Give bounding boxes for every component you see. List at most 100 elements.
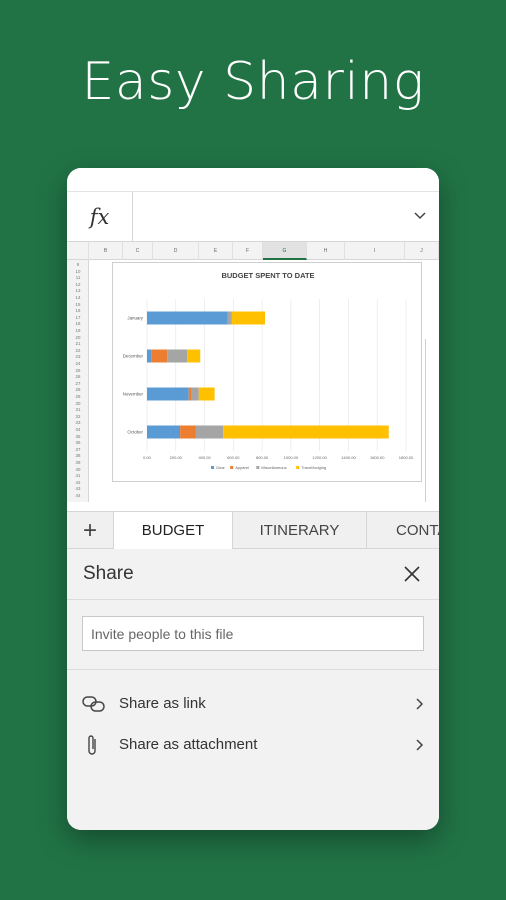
- row-header[interactable]: 9: [76, 262, 80, 267]
- share-as-link-row[interactable]: Share as link: [67, 684, 439, 724]
- bar-segment: [227, 311, 232, 325]
- bar-segment: [187, 349, 201, 363]
- row-header[interactable]: 39: [75, 460, 81, 465]
- share-as-attachment-row[interactable]: Share as attachment: [67, 725, 439, 765]
- invite-input[interactable]: [82, 616, 424, 651]
- row-header[interactable]: 25: [75, 367, 81, 373]
- x-tick-label: 1200.00: [312, 455, 327, 460]
- row-header[interactable]: 33: [75, 420, 81, 426]
- tab-budget[interactable]: BUDGET: [113, 512, 232, 549]
- row-header[interactable]: 40: [75, 466, 81, 472]
- column-header[interactable]: C: [123, 242, 153, 260]
- row-header[interactable]: 44: [75, 493, 81, 498]
- formula-input[interactable]: [133, 192, 439, 242]
- share-header: Share: [67, 549, 439, 600]
- share-panel: Share Share as link Share as attachment: [67, 549, 439, 830]
- column-header[interactable]: H: [307, 242, 345, 260]
- row-header[interactable]: 29: [75, 394, 81, 399]
- row-header[interactable]: 41: [75, 473, 81, 479]
- row-header[interactable]: 24: [75, 361, 81, 366]
- headline: Easy Sharing: [81, 52, 425, 112]
- bar-segment: [231, 311, 265, 325]
- row-header[interactable]: 31: [75, 407, 81, 413]
- bar-segment: [147, 425, 181, 439]
- row-header[interactable]: 15: [75, 301, 81, 307]
- x-tick-label: 1400.00: [341, 455, 356, 460]
- share-as-link-label: Share as link: [119, 695, 206, 712]
- bar-segment: [147, 387, 189, 401]
- x-tick-label: 1600.00: [370, 455, 385, 460]
- row-header[interactable]: 36: [75, 440, 81, 446]
- bar-segment: [191, 387, 199, 401]
- bar-segment: [151, 349, 168, 363]
- row-header[interactable]: 42: [75, 479, 81, 485]
- row-header[interactable]: 27: [75, 380, 81, 386]
- row-header[interactable]: 14: [75, 295, 81, 300]
- close-icon[interactable]: [403, 565, 421, 583]
- invite-section: [67, 600, 439, 670]
- column-header[interactable]: B: [89, 242, 123, 260]
- column-header[interactable]: F: [233, 242, 263, 260]
- legend-label: Travel/lodging: [301, 465, 326, 470]
- column-header[interactable]: J: [405, 242, 439, 260]
- row-header[interactable]: 34: [75, 427, 81, 432]
- row-header[interactable]: 11: [75, 275, 81, 281]
- row-header[interactable]: 20: [75, 334, 81, 340]
- tab-contacts[interactable]: CONTA: [366, 512, 439, 549]
- legend-label: Gear: [216, 465, 226, 470]
- column-header[interactable]: E: [199, 242, 233, 260]
- chart-svg: BUDGET SPENT TO DATE 0.00 200.00 400.00 600.…: [123, 271, 414, 470]
- adjacent-chart: [425, 339, 439, 502]
- row-header[interactable]: 32: [75, 413, 81, 419]
- tab-itinerary[interactable]: ITINERARY: [232, 512, 366, 549]
- row-header[interactable]: 10: [75, 268, 81, 274]
- row-header[interactable]: 13: [75, 288, 81, 294]
- row-header[interactable]: 12: [75, 281, 81, 287]
- row-header[interactable]: 26: [75, 374, 81, 380]
- category-label: December: [123, 354, 144, 359]
- row-header[interactable]: 16: [75, 308, 81, 314]
- link-icon: [82, 696, 105, 712]
- legend-label: Apparel: [235, 465, 249, 470]
- fx-button[interactable]: fx: [67, 191, 133, 242]
- budget-chart[interactable]: BUDGET SPENT TO DATE 0.00 200.00 400.00 600.…: [112, 262, 422, 482]
- row-header[interactable]: 18: [75, 321, 81, 327]
- x-tick-label: 1800.00: [399, 455, 414, 460]
- paperclip-icon: [88, 735, 96, 755]
- chart-title: BUDGET SPENT TO DATE: [221, 271, 314, 280]
- corner-cell[interactable]: [67, 242, 89, 260]
- column-header[interactable]: G: [263, 242, 307, 260]
- row-header[interactable]: 22: [75, 347, 81, 353]
- x-tick-label: 600.00: [227, 455, 240, 460]
- row-header[interactable]: 38: [75, 453, 81, 459]
- bar-segment: [223, 425, 389, 439]
- row-headers: 9 10 11 12 13 14 15 16 17 18 19 20 21 22 23 24 25 26 27 28 2…: [67, 260, 89, 502]
- legend-swatch: [230, 466, 234, 469]
- x-tick-label: 400.00: [198, 455, 211, 460]
- chevron-down-icon[interactable]: [413, 209, 427, 223]
- legend-swatch: [296, 466, 300, 469]
- column-header[interactable]: D: [153, 242, 199, 260]
- legend-label: Miscellaneous: [261, 465, 286, 470]
- row-header[interactable]: 28: [75, 387, 81, 393]
- row-header[interactable]: 19: [75, 328, 81, 333]
- legend-swatch: [256, 466, 260, 469]
- row-header[interactable]: 30: [75, 400, 81, 406]
- row-header[interactable]: 43: [75, 486, 81, 492]
- chevron-right-icon: [416, 698, 424, 710]
- bar-segment: [167, 349, 188, 363]
- bar-segment: [188, 387, 192, 401]
- row-header[interactable]: 21: [75, 341, 81, 347]
- add-sheet-button[interactable]: +: [82, 516, 97, 544]
- bar-segment: [195, 425, 224, 439]
- x-tick-label: 0.00: [143, 455, 152, 460]
- row-header[interactable]: 17: [75, 314, 81, 320]
- column-header[interactable]: I: [345, 242, 405, 260]
- sheet-tabs: + BUDGET ITINERARY CONTA: [67, 511, 439, 549]
- row-header[interactable]: 35: [75, 433, 81, 439]
- row-header[interactable]: 37: [75, 446, 81, 452]
- row-header[interactable]: 23: [75, 354, 81, 360]
